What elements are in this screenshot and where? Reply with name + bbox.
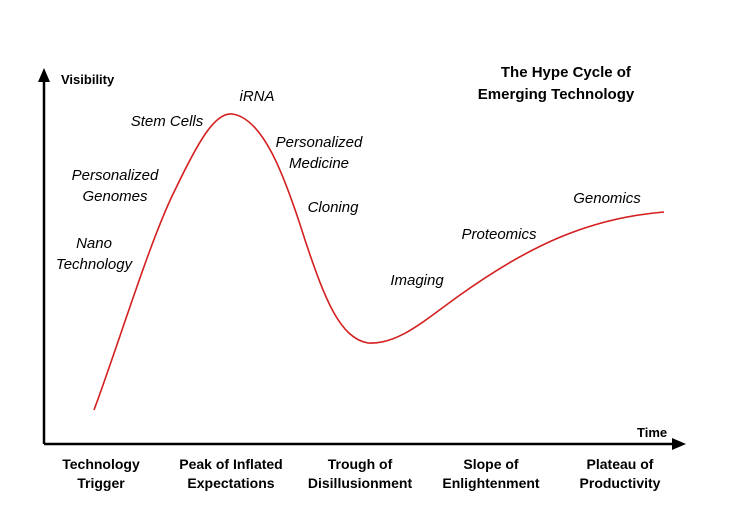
phase-label-slope-of-enlightenment-line-2: Enlightenment — [442, 475, 540, 491]
tech-label-genomics-line-1: Genomics — [573, 190, 641, 207]
tech-label-nano-technology-line-1: Nano — [76, 235, 112, 252]
phase-label-technology-trigger: Technology Trigger — [62, 456, 140, 491]
tech-label-nano-technology-line-2: Technology — [56, 256, 134, 273]
phase-label-plateau-of-productivity-line-2: Productivity — [580, 475, 661, 491]
phase-label-trough-of-disillusionment-line-2: Disillusionment — [308, 475, 413, 491]
phase-label-technology-trigger-line-2: Trigger — [77, 475, 125, 491]
tech-label-stem-cells-line-1: Stem Cells — [131, 113, 204, 130]
tech-label-irna-line-1: iRNA — [239, 88, 274, 105]
tech-label-personalized-genomes: Personalized Genomes — [72, 167, 159, 205]
phase-label-slope-of-enlightenment-line-1: Slope of — [463, 456, 519, 472]
tech-label-proteomics-line-1: Proteomics — [461, 226, 537, 243]
phase-label-plateau-of-productivity: Plateau of Productivity — [580, 456, 661, 491]
phase-label-peak-of-inflated-expectations: Peak of Inflated Expectations — [179, 456, 282, 491]
phase-label-slope-of-enlightenment: Slope of Enlightenment — [442, 456, 540, 491]
phase-label-trough-of-disillusionment: Trough of Disillusionment — [308, 456, 413, 491]
x-axis-label: Time — [637, 425, 667, 440]
tech-label-personalized-genomes-line-1: Personalized — [72, 167, 159, 184]
title-line-2: Emerging Technology — [478, 86, 635, 103]
tech-label-cloning: Cloning — [308, 199, 360, 216]
phase-label-technology-trigger-line-1: Technology — [62, 456, 140, 472]
phase-label-peak-of-inflated-expectations-line-2: Expectations — [187, 475, 274, 491]
tech-label-personalized-medicine: Personalized Medicine — [276, 134, 363, 172]
y-axis-label: Visibility — [61, 72, 115, 87]
tech-label-proteomics: Proteomics — [461, 226, 537, 243]
y-axis-arrow-icon — [38, 68, 50, 82]
tech-label-personalized-genomes-line-2: Genomes — [82, 188, 148, 205]
phase-label-trough-of-disillusionment-line-1: Trough of — [328, 456, 393, 472]
phase-label-plateau-of-productivity-line-1: Plateau of — [587, 456, 654, 472]
x-axis-arrow-icon — [672, 438, 686, 450]
tech-label-nano-technology: Nano Technology — [56, 235, 134, 273]
tech-label-personalized-medicine-line-1: Personalized — [276, 134, 363, 151]
tech-label-cloning-line-1: Cloning — [308, 199, 360, 216]
tech-label-stem-cells: Stem Cells — [131, 113, 204, 130]
phase-labels: Technology Trigger Peak of Inflated Expecta… — [62, 456, 660, 491]
hype-curve — [93, 113, 665, 411]
tech-label-genomics: Genomics — [573, 190, 641, 207]
tech-label-personalized-medicine-line-2: Medicine — [289, 155, 349, 172]
technology-labels: Nano Technology Personalized Genomes Stem Ce… — [56, 88, 641, 289]
phase-label-peak-of-inflated-expectations-line-1: Peak of Inflated — [179, 456, 282, 472]
tech-label-imaging-line-1: Imaging — [390, 272, 444, 289]
title-line-1: The Hype Cycle of — [501, 64, 632, 81]
diagram-title: The Hype Cycle of Emerging Technology — [478, 64, 635, 103]
tech-label-irna: iRNA — [239, 88, 274, 105]
tech-label-imaging: Imaging — [390, 272, 444, 289]
